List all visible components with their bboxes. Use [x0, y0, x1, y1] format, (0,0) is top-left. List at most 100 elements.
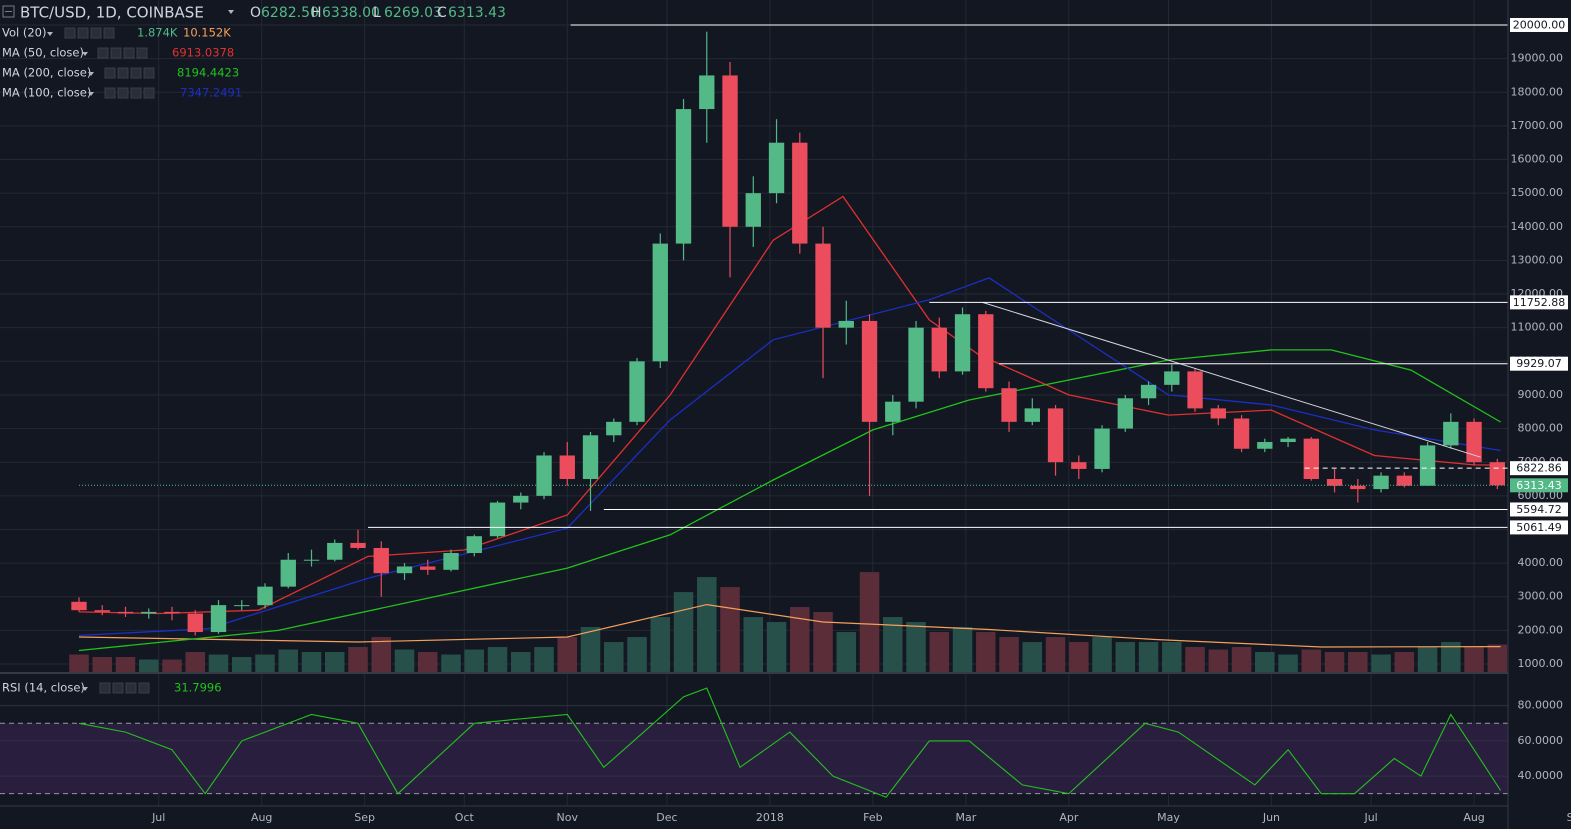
indicator-icon[interactable] — [117, 87, 129, 99]
volume-bar — [580, 627, 601, 672]
indicator-icon[interactable] — [104, 67, 116, 79]
header: BTC/USD, 1D, COINBASE O 6282.50H 6338.00L 6… — [2, 4, 506, 695]
dropdown-caret[interactable] — [82, 687, 88, 691]
candle-body — [1443, 421, 1459, 446]
indicator-icon[interactable] — [64, 27, 76, 39]
indicator-icon[interactable] — [138, 682, 150, 694]
y-tick-label: 13000.00 — [1511, 253, 1564, 266]
indicator-icon[interactable] — [99, 682, 111, 694]
candle-body — [396, 566, 413, 574]
indicator-icon[interactable] — [112, 682, 124, 694]
indicator-icon[interactable] — [125, 682, 137, 694]
candle-body — [257, 586, 273, 606]
volume-bar — [650, 617, 671, 672]
indicator-icon[interactable] — [143, 67, 155, 79]
volume-bar — [1162, 642, 1182, 672]
indicator-icon[interactable] — [104, 87, 116, 99]
indicator-icon[interactable] — [130, 67, 142, 79]
indicator-name[interactable]: Vol (20) — [2, 26, 46, 40]
volume-bar — [1092, 637, 1112, 672]
indicator-icon[interactable] — [110, 47, 122, 59]
x-tick-label: Mar — [955, 811, 976, 824]
volume-bar — [1278, 654, 1298, 672]
level-label: 11752.88 — [1513, 296, 1566, 309]
y-tick-label: 3000.00 — [1518, 590, 1564, 603]
candle-body — [1233, 418, 1250, 449]
dropdown-caret[interactable] — [88, 92, 94, 96]
level-label-box — [1510, 520, 1568, 535]
volume-layer — [69, 572, 1508, 672]
indicator-value: 8194.4423 — [177, 66, 239, 80]
x-tick-label: Dec — [656, 811, 677, 824]
indicator-name[interactable]: MA (50, close) — [2, 46, 84, 60]
candle-body — [420, 566, 436, 570]
volume-bar — [371, 637, 392, 672]
volume-bar — [743, 617, 764, 672]
candle-body — [536, 455, 552, 496]
indicator-value: 31.7996 — [174, 681, 222, 695]
indicator-icon[interactable] — [123, 47, 135, 59]
candle-body — [722, 75, 738, 227]
symbol[interactable]: BTC/USD, 1D, COINBASE — [20, 4, 204, 22]
volume-bar — [790, 607, 810, 672]
ohlc-value: 6269.03 — [384, 5, 442, 21]
rsi-tick-label: 60.0000 — [1518, 734, 1564, 747]
volume-bar — [1371, 654, 1391, 672]
ohlc-key: H — [311, 5, 322, 21]
volume-bar — [673, 592, 694, 672]
dropdown-caret[interactable] — [47, 32, 53, 36]
x-tick-label: May — [1157, 811, 1180, 824]
volume-bar — [511, 652, 531, 672]
candle-body — [1117, 398, 1133, 429]
volume-bar — [324, 652, 345, 672]
x-tick-label: Aug — [251, 811, 272, 824]
volume-bar — [1348, 652, 1368, 672]
candle-body — [513, 495, 529, 503]
indicator-icon[interactable] — [77, 27, 89, 39]
candle-body — [443, 553, 459, 570]
indicator-icon[interactable] — [136, 47, 148, 59]
indicator-name[interactable]: MA (100, close) — [2, 86, 91, 100]
level-label: 20000.00 — [1513, 18, 1566, 31]
candle-body — [1210, 408, 1226, 419]
indicator-name[interactable]: MA (200, close) — [2, 66, 91, 80]
collapse-icon[interactable] — [2, 5, 15, 18]
level-label-box — [1510, 295, 1568, 310]
indicator-icon[interactable] — [130, 87, 142, 99]
x-tick-label: Nov — [557, 811, 579, 824]
level-label: 5594.72 — [1516, 503, 1562, 516]
volume-bar — [1115, 642, 1136, 672]
indicator-icon[interactable] — [143, 87, 155, 99]
dropdown-caret[interactable] — [82, 52, 88, 56]
candle-body — [1303, 438, 1319, 480]
x-tick-label: Jul — [151, 811, 165, 824]
level-label: 5061.49 — [1516, 521, 1562, 534]
y-tick-label: 8000.00 — [1518, 422, 1564, 435]
candle-body — [559, 455, 575, 480]
volume-bar — [348, 647, 368, 672]
dropdown-caret[interactable] — [88, 72, 94, 76]
candle-body — [303, 559, 320, 561]
candle-body — [838, 320, 854, 328]
indicator-name[interactable]: RSI (14, close) — [2, 681, 85, 695]
y-tick-label: 18000.00 — [1511, 85, 1564, 98]
volume-bar — [418, 652, 438, 672]
candle-body — [280, 559, 296, 587]
indicator-icon[interactable] — [90, 27, 102, 39]
volume-bar — [1301, 649, 1322, 672]
axes: Jul Aug Sep Oct Nov Dec 2018 Feb Mar Apr May Jun Jul… — [151, 17, 1571, 824]
indicator-icon[interactable] — [97, 47, 109, 59]
trend-line — [982, 301, 1481, 458]
candle-body — [1280, 438, 1296, 443]
indicator-icon[interactable] — [103, 27, 115, 39]
candle-body — [582, 435, 599, 480]
candle-body — [1326, 479, 1343, 486]
indicator-icon[interactable] — [117, 67, 129, 79]
candle-body — [954, 314, 971, 372]
volume-bar — [999, 637, 1019, 672]
ohlc-value: 6338.00 — [322, 5, 380, 21]
candle-body — [675, 109, 692, 244]
dropdown-caret[interactable] — [228, 10, 234, 14]
x-tick-label: 2018 — [756, 811, 784, 824]
